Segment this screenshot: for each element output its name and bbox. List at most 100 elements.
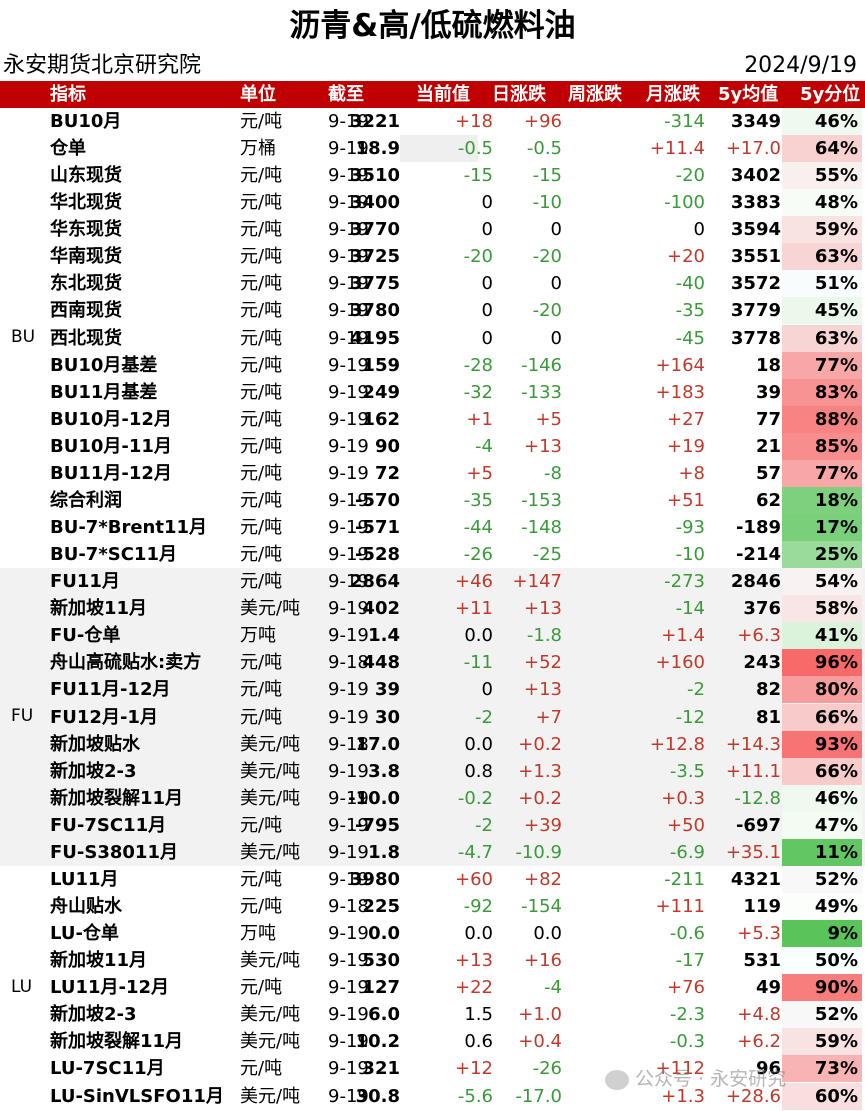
indicator-name: BU11月基差	[50, 381, 158, 403]
monthly-change: +160	[655, 652, 705, 674]
current-value: 0.0	[368, 923, 400, 945]
table-row: 综合利润 元/吨 9-19 -570 -35 -153 +51 62 18%	[0, 486, 865, 514]
indicator-name: 综合利润	[50, 489, 122, 511]
table-row: FU-仓单 万吨 9-19 1.4 0.0 -1.8 +1.4 +6.3 41%	[0, 622, 865, 650]
current-value: 6.0	[368, 1004, 400, 1026]
unit-cell: 元/吨	[240, 435, 283, 457]
header-date: 截至	[328, 84, 364, 105]
indicator-name: LU-7SC11月	[50, 1058, 165, 1080]
current-value: -528	[354, 544, 400, 566]
unit-cell: 美元/吨	[240, 760, 301, 782]
date-cell: 9-18	[328, 896, 369, 918]
unit-cell: 美元/吨	[240, 787, 301, 809]
five-year-percentile: 59%	[814, 1031, 858, 1053]
daily-change: 0	[481, 192, 493, 214]
daily-change: -2	[475, 814, 493, 836]
percentile-heat-cell	[782, 243, 862, 271]
current-value: 3.8	[368, 760, 400, 782]
unit-cell: 美元/吨	[240, 733, 301, 755]
unit-cell: 美元/吨	[240, 1085, 301, 1107]
unit-cell: 元/吨	[240, 246, 283, 268]
five-year-percentile: 73%	[814, 1058, 858, 1080]
percentile-heat-cell	[782, 351, 862, 379]
table-row: FU11月-12月 元/吨 9-19 39 0 +13 -2 82 80%	[0, 676, 865, 704]
monthly-change: +164	[655, 354, 705, 376]
five-year-percentile: 41%	[814, 625, 858, 647]
daily-change: -4.7	[457, 841, 493, 863]
header-unit: 单位	[240, 84, 276, 105]
indicator-name: FU11月	[50, 571, 120, 593]
five-year-percentile: 77%	[814, 462, 858, 484]
weekly-change: 0	[550, 327, 562, 349]
monthly-change: -17	[675, 950, 705, 972]
daily-change: 0.6	[464, 1031, 493, 1053]
monthly-change: -0.6	[669, 923, 705, 945]
monthly-change: +27	[667, 408, 705, 430]
indicator-name: BU11月-12月	[50, 462, 172, 484]
unit-cell: 元/吨	[240, 273, 283, 295]
daily-change: 0	[481, 219, 493, 241]
current-value: 1.8	[368, 841, 400, 863]
daily-change: 0	[481, 679, 493, 701]
date-cell: 9-19	[328, 544, 369, 566]
daily-change: +22	[455, 977, 493, 999]
weekly-change: -1.8	[526, 625, 562, 647]
percentile-heat-cell	[782, 974, 862, 1002]
group-block-lu	[0, 865, 865, 1110]
date-cell: 9-19	[328, 1031, 369, 1053]
date-cell: 9-19	[328, 219, 369, 241]
current-value: 162	[362, 408, 400, 430]
five-year-average: +11.1	[725, 760, 781, 782]
indicator-name: 山东现货	[50, 165, 122, 187]
daily-change: +13	[455, 950, 493, 972]
percentile-heat-cell	[782, 649, 862, 677]
current-value: 72	[374, 462, 400, 484]
weekly-change: +0.2	[518, 787, 562, 809]
daily-change: +46	[455, 571, 493, 593]
current-value: 17.0	[355, 733, 400, 755]
current-value: -10.0	[348, 787, 400, 809]
weekly-change: -153	[521, 489, 562, 511]
unit-cell: 元/吨	[240, 300, 283, 322]
indicator-name: FU-7SC11月	[50, 814, 167, 836]
five-year-percentile: 96%	[814, 652, 858, 674]
indicator-name: 舟山贴水	[50, 896, 122, 918]
group-label: FU	[11, 706, 34, 727]
indicator-name: BU10月-12月	[50, 408, 172, 430]
table-row: 舟山贴水 元/吨 9-18 225 -92 -154 +111 119 49%	[0, 893, 865, 921]
percentile-heat-cell	[782, 757, 862, 785]
daily-change: -35	[463, 489, 493, 511]
monthly-change: -6.9	[669, 841, 705, 863]
date-cell: 9-18	[328, 733, 369, 755]
daily-change: 0.8	[464, 760, 493, 782]
five-year-average: 3402	[730, 165, 781, 187]
date-cell: 9-19	[328, 327, 369, 349]
date-cell: 9-19	[328, 246, 369, 268]
daily-change: +5	[466, 462, 493, 484]
daily-change: 0	[481, 327, 493, 349]
header-monthly-change: 月涨跌	[646, 84, 700, 105]
date-cell: 9-19	[328, 489, 369, 511]
monthly-change: +50	[667, 814, 705, 836]
date-cell: 9-19	[328, 841, 369, 863]
date-cell: 9-19	[328, 977, 369, 999]
percentile-heat-cell	[782, 622, 862, 650]
table-row: LU-仓单 万吨 9-19 0.0 0.0 0.0 -0.6 +5.3 9%	[0, 920, 865, 948]
date-cell: 9-19	[328, 1058, 369, 1080]
monthly-change: -2.3	[669, 1004, 705, 1026]
weekly-change: +52	[524, 652, 562, 674]
weekly-change: -15	[532, 165, 562, 187]
five-year-percentile: 49%	[814, 896, 858, 918]
five-year-percentile: 52%	[814, 868, 858, 890]
five-year-average: 4321	[730, 868, 781, 890]
table-row: 新加坡11月 美元/吨 9-19 402 +11 +13 -14 376 58%	[0, 595, 865, 623]
five-year-average: -189	[735, 517, 781, 539]
page-title: 沥青&高/低硫燃料油	[289, 8, 576, 44]
five-year-average: -12.8	[734, 787, 781, 809]
five-year-percentile: 80%	[814, 679, 858, 701]
five-year-average: 82	[755, 679, 781, 701]
monthly-change: -40	[675, 273, 705, 295]
daily-change: -15	[463, 165, 493, 187]
unit-cell: 元/吨	[240, 219, 283, 241]
weekly-change: +13	[524, 679, 562, 701]
